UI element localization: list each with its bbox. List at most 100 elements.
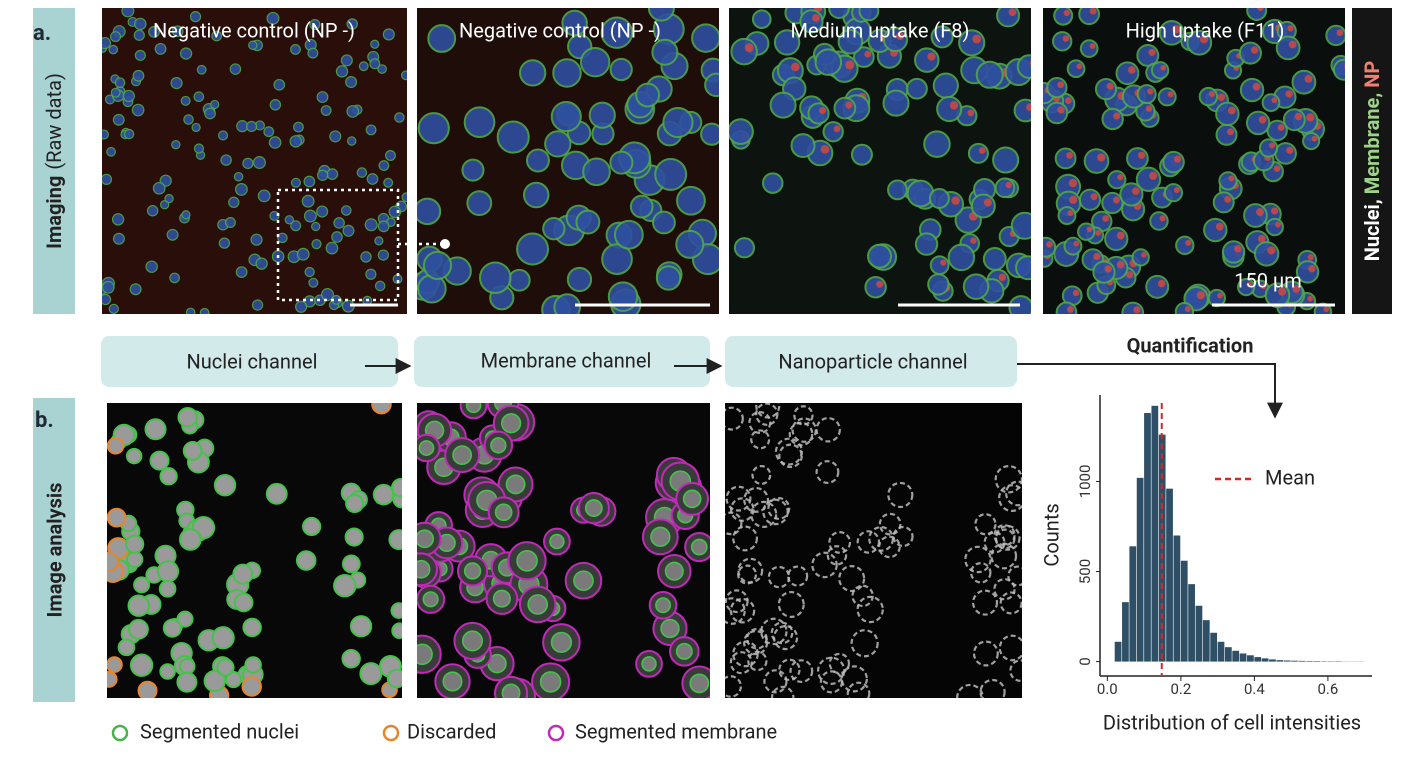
np-signal [940,259,947,266]
cell [255,257,268,270]
cell [102,173,113,185]
images [102,8,1345,698]
cell [131,103,145,117]
np-cell [816,656,846,685]
np-signal [1093,252,1101,261]
nucleus [641,656,657,672]
cell [1198,86,1219,107]
channel-membrane: Membrane, [1360,93,1384,195]
cell [370,39,380,49]
cell [427,24,457,53]
channel-label: Nuclei, Membrane, NP [1360,61,1384,262]
cell [245,120,258,133]
bar [1166,488,1173,662]
cell [277,232,288,244]
nucleus [125,447,143,465]
nucleus [465,403,482,414]
np-cell [789,659,814,684]
np-cell [993,524,1016,547]
np-cell [850,629,879,658]
cell [296,247,310,261]
cell [377,220,390,233]
cell [320,105,332,116]
np-signal [1227,106,1236,115]
cell [346,18,358,30]
np-signal [998,273,1007,282]
nucleus [341,554,361,574]
nucleus [117,638,136,657]
np-cell [793,405,814,426]
bar [1217,641,1225,662]
cell [1052,31,1073,52]
cell [148,25,160,38]
np-cell [887,481,914,509]
cell [154,42,167,55]
np-cell [774,437,803,466]
nucleus [584,499,603,518]
cell [1253,241,1280,267]
cell [1136,84,1157,105]
nucleus [177,406,198,428]
cell [211,30,223,42]
cell [102,280,115,294]
cell [210,99,220,110]
np-signal [1160,64,1167,71]
overlays: 150 µm Negative control (NP -) Negative … [153,8,1392,314]
np-signal [951,196,960,205]
cell [289,135,303,148]
cell [1175,235,1195,256]
legend-label: Discarded [407,719,496,743]
cell [366,173,379,185]
nucleus [107,656,123,674]
cell [1163,183,1184,203]
np-signal [864,50,872,58]
cell [1243,203,1268,228]
cell [235,266,248,278]
cell [1145,274,1170,299]
cell [374,236,384,246]
cell [320,288,335,302]
np-signal [1137,151,1146,159]
np-signal [1307,254,1314,261]
bar [1136,477,1144,662]
cell [544,130,572,158]
cell [112,232,125,245]
nucleus [490,437,507,454]
np-cell [994,528,1016,550]
np-cell [828,531,852,554]
np-signal [1089,43,1096,49]
np-cell [828,652,851,675]
np-cell [972,640,999,667]
bar [1195,605,1203,662]
cell [1274,142,1297,165]
np-signal [1086,226,1093,233]
cell [335,65,349,78]
side-label-rest: (Raw data) [42,73,66,170]
cell [561,9,588,37]
np-signal [1117,174,1124,181]
cell [311,239,322,250]
cell [171,139,181,150]
np-cell [840,665,868,693]
np-cell [725,485,752,512]
cell [146,205,159,217]
cell [996,8,1021,28]
np-signal [1131,187,1140,195]
nucleus [345,494,365,514]
legend-label: Mean [1265,465,1315,489]
image-title: Medium uptake (F8) [790,18,969,42]
nucleus [232,563,254,585]
cell [1302,131,1321,151]
bar [1298,660,1306,662]
nucleus [527,594,549,615]
x-axis-label: Distribution of cell intensities [1103,710,1361,734]
np-signal [1277,124,1285,131]
cell [220,154,232,166]
np-signal [970,237,977,244]
cell [248,40,258,51]
cell [947,243,976,272]
cell [417,197,442,226]
cell [106,146,116,157]
channel-nuclei: Nuclei, [1360,199,1384,261]
